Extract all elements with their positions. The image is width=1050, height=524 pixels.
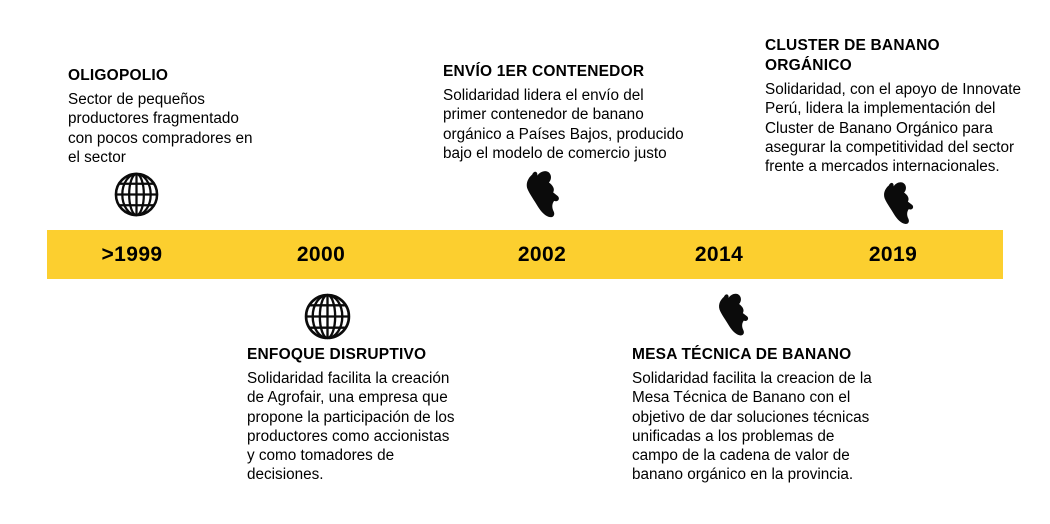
event-body-oligopolio: Sector de pequeños productores fragmenta…	[68, 91, 253, 166]
year-label-2014: 2014	[694, 242, 744, 266]
peru-map-icon	[519, 168, 561, 220]
event-title-mesa-tecnica: MESA TÉCNICA DE BANANO	[632, 346, 852, 363]
year-label-1999: >1999	[101, 242, 163, 266]
event-body-mesa-tecnica: Solidaridad facilita la creacion de la M…	[632, 370, 872, 484]
event-title-oligopolio: OLIGOPOLIO	[68, 67, 169, 84]
peru-map-icon	[877, 180, 915, 226]
peru-map-icon	[712, 291, 750, 338]
globe-icon	[113, 171, 160, 218]
event-title-enfoque-disruptivo: ENFOQUE DISRUPTIVO	[247, 346, 427, 363]
year-label-2000: 2000	[296, 242, 346, 266]
event-envio-contenedor: ENVÍO 1ER CONTENEDOR Solidaridad lidera …	[443, 62, 708, 163]
year-label-2002: 2002	[517, 242, 567, 266]
event-title-cluster-banano: CLUSTER DE BANANO ORGÁNICO	[765, 37, 940, 74]
event-body-enfoque-disruptivo: Solidaridad facilita la creación de Agro…	[247, 370, 455, 484]
event-body-envio-contenedor: Solidaridad lidera el envío del primer c…	[443, 87, 684, 162]
year-label-2019: 2019	[868, 242, 918, 266]
timeline-bar: >1999 2000 2002 2014 2019	[47, 230, 1003, 279]
event-body-cluster-banano: Solidaridad, con el apoyo de Innovate Pe…	[765, 81, 1021, 176]
event-title-envio-contenedor: ENVÍO 1ER CONTENEDOR	[443, 63, 645, 80]
event-mesa-tecnica: MESA TÉCNICA DE BANANO Solidaridad facil…	[632, 345, 907, 485]
event-oligopolio: OLIGOPOLIO Sector de pequeños productore…	[68, 66, 298, 167]
globe-icon	[303, 292, 352, 341]
event-cluster-banano: CLUSTER DE BANANO ORGÁNICO Solidaridad, …	[765, 36, 1035, 176]
event-enfoque-disruptivo: ENFOQUE DISRUPTIVO Solidaridad facilita …	[247, 345, 482, 485]
